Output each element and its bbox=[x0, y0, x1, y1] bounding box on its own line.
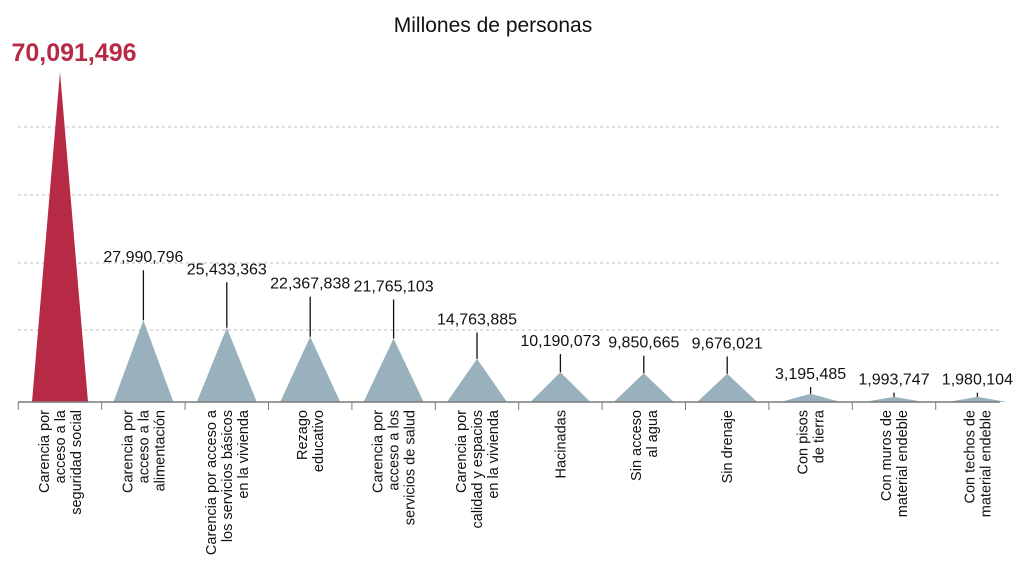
category-label: Rezago educativo bbox=[295, 410, 327, 472]
category-label: Con muros de material endeble bbox=[879, 410, 911, 517]
chart-title: Millones de personas bbox=[394, 14, 592, 37]
category-label: Carencia por acceso a la seguridad social bbox=[37, 409, 85, 515]
category-label: Hacinadas bbox=[553, 410, 569, 479]
bars bbox=[32, 72, 1008, 402]
category-label-line: Sin drenaje bbox=[720, 410, 736, 483]
category-label: Con techos de material endeble bbox=[962, 410, 994, 517]
category-label: Con pisos de tierra bbox=[796, 409, 828, 474]
category-label-line: Carencia por acceso a bbox=[204, 409, 220, 555]
category-label-line: material endeble bbox=[978, 410, 994, 517]
category-label: Carencia por calidad y espacios en la vivi… bbox=[454, 409, 502, 528]
bar bbox=[196, 327, 257, 402]
bar bbox=[864, 396, 924, 402]
bar bbox=[780, 393, 841, 402]
grid-lines bbox=[18, 126, 1000, 331]
category-label-line: en la vivienda bbox=[236, 409, 252, 499]
value-label: 21,765,103 bbox=[354, 279, 434, 296]
x-axis bbox=[17, 401, 1000, 410]
value-label: 22,367,838 bbox=[270, 276, 350, 293]
value-label: 9,676,021 bbox=[692, 335, 763, 352]
value-label: 1,993,747 bbox=[858, 372, 929, 389]
category-label-line: seguridad social bbox=[69, 410, 85, 515]
category-label-line: Carencia por bbox=[371, 410, 387, 493]
category-label: Carencia por acceso a la alimentación bbox=[120, 409, 168, 493]
category-label-line: Carencia por bbox=[120, 410, 136, 493]
category-label-line: Hacinadas bbox=[553, 410, 569, 479]
value-label: 27,990,796 bbox=[103, 249, 183, 266]
bar bbox=[613, 373, 674, 402]
value-label: 1,980,104 bbox=[942, 372, 1013, 389]
category-label-line: Sin acceso bbox=[629, 410, 645, 481]
category-label-line: acceso a los bbox=[387, 410, 403, 491]
value-label: 25,433,363 bbox=[187, 261, 267, 278]
value-label: 9,850,665 bbox=[608, 335, 679, 352]
category-label-line: material endeble bbox=[895, 410, 911, 517]
category-label-line: Carencia por bbox=[37, 410, 53, 493]
value-labels: 70,091,496 27,990,79625,433,36322,367,838… bbox=[11, 39, 1013, 389]
bar bbox=[947, 396, 1008, 402]
category-label-line: Con techos de bbox=[962, 410, 978, 504]
category-label-line: Con muros de bbox=[879, 410, 895, 501]
bar bbox=[530, 372, 591, 402]
bar bbox=[280, 336, 341, 402]
category-label-line: educativo bbox=[311, 410, 327, 472]
bar bbox=[697, 373, 758, 402]
category-label: Sin drenaje bbox=[720, 410, 736, 483]
value-label: 10,190,073 bbox=[520, 333, 600, 350]
bar bbox=[363, 338, 424, 402]
category-label: Carencia por acceso a los servicios básic… bbox=[204, 409, 252, 555]
category-label-line: servicios de salud bbox=[403, 410, 419, 525]
category-label-line: calidad y espacios bbox=[470, 410, 486, 529]
category-label-line: acceso a la bbox=[136, 409, 152, 483]
category-label-line: de tierra bbox=[812, 409, 828, 463]
category-label-line: al agua bbox=[645, 409, 661, 458]
category-label-line: los servicios básicos bbox=[220, 410, 236, 542]
category-label-line: en la vivienda bbox=[486, 409, 502, 499]
category-label-line: Carencia por bbox=[454, 410, 470, 493]
category-label-line: Con pisos bbox=[796, 410, 812, 474]
bar bbox=[113, 320, 174, 402]
value-label: 70,091,496 bbox=[11, 39, 136, 67]
category-label-line: Rezago bbox=[295, 410, 311, 460]
category-label: Sin acceso al agua bbox=[629, 409, 661, 481]
value-label: 14,763,885 bbox=[437, 311, 517, 328]
bar bbox=[32, 72, 88, 402]
bar bbox=[447, 358, 507, 402]
value-label: 3,195,485 bbox=[775, 366, 846, 383]
category-label-line: alimentación bbox=[152, 410, 168, 491]
category-labels: Carencia por acceso a la seguridad social C… bbox=[37, 409, 994, 555]
category-label: Carencia por acceso a los servicios de sal… bbox=[371, 410, 419, 525]
category-label-line: acceso a la bbox=[53, 409, 69, 483]
